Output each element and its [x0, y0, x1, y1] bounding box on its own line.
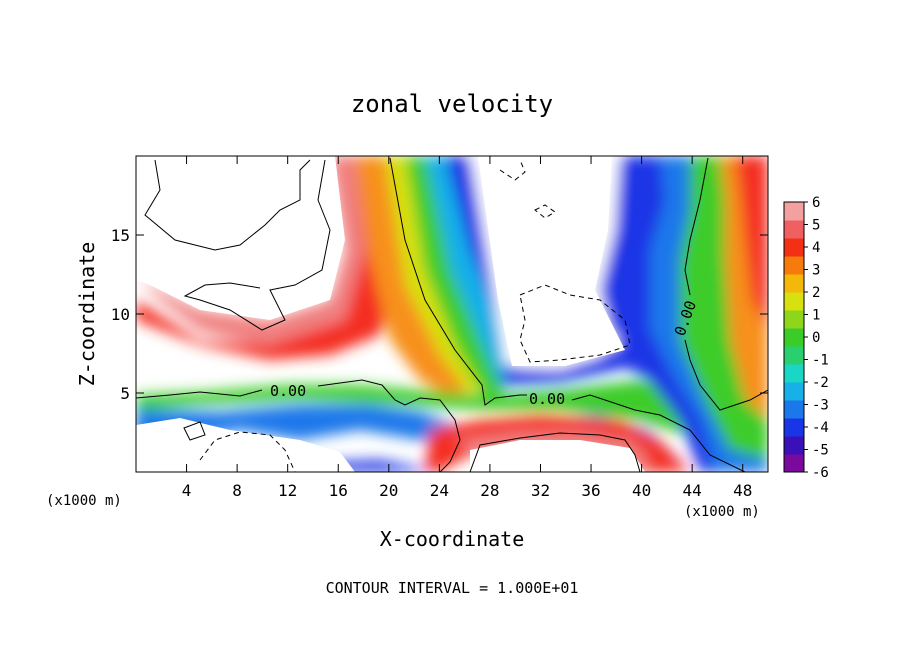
colorbar-tick-label: -3 — [812, 398, 829, 414]
colorbar-segment — [784, 256, 804, 275]
colorbar-segment — [784, 310, 804, 329]
contour-label-left: 0.00 — [270, 382, 306, 400]
x-tick-label: 12 — [278, 481, 297, 500]
colorbar: 6 5 4 3 2 1 0 -1 -2 -3 -4 -5 -6 — [783, 195, 829, 481]
colorbar-segment — [784, 292, 804, 311]
y-axis-ticks: 5 10 15 — [111, 226, 768, 403]
colorbar-segment — [784, 382, 804, 401]
x-tick-label: 44 — [683, 481, 702, 500]
colorbar-segment — [784, 454, 804, 473]
colorbar-segment — [784, 346, 804, 365]
colorbar-tick-label: 0 — [812, 330, 820, 346]
colorbar-tick-label: -1 — [812, 353, 829, 369]
x-tick-label: 8 — [232, 481, 242, 500]
y-tick-label: 10 — [111, 305, 130, 324]
x-unit-right: (x1000 m) — [684, 504, 760, 520]
colorbar-segment — [784, 400, 804, 419]
y-axis-label: Z-coordinate — [75, 242, 99, 387]
colorbar-segment — [784, 436, 804, 455]
x-tick-label: 28 — [480, 481, 499, 500]
x-tick-label: 20 — [379, 481, 398, 500]
colorbar-tick-label: 2 — [812, 285, 820, 301]
colorbar-tick-label: -4 — [812, 420, 829, 436]
colorbar-segment — [784, 220, 804, 239]
x-axis-label: X-coordinate — [380, 527, 525, 551]
colorbar-segment — [784, 328, 804, 347]
x-tick-label: 36 — [581, 481, 600, 500]
x-tick-label: 4 — [182, 481, 192, 500]
colorbar-segment — [784, 202, 804, 221]
colorbar-segment — [784, 418, 804, 437]
colorbar-tick-label: -6 — [812, 465, 829, 481]
colorbar-tick-label: -2 — [812, 375, 829, 391]
contour-interval-note: CONTOUR INTERVAL = 1.000E+01 — [326, 579, 579, 597]
y-tick-label: 15 — [111, 226, 130, 245]
colorbar-segment — [784, 238, 804, 257]
x-tick-label: 24 — [430, 481, 449, 500]
x-tick-label: 48 — [733, 481, 752, 500]
colorbar-tick-label: 5 — [812, 218, 820, 234]
y-tick-label: 5 — [120, 384, 130, 403]
x-unit-left: (x1000 m) — [46, 493, 122, 509]
contour-label-middle: 0.00 — [529, 390, 565, 408]
x-tick-label: 32 — [531, 481, 550, 500]
colorbar-tick-label: 1 — [812, 308, 820, 324]
x-axis-ticks: 4 8 12 16 20 24 28 32 36 40 44 48 — [182, 156, 752, 500]
colorbar-tick-label: 3 — [812, 263, 820, 279]
velocity-field — [136, 156, 768, 472]
colorbar-tick-label: 6 — [812, 195, 820, 211]
colorbar-segment — [784, 274, 804, 293]
colorbar-segment — [784, 364, 804, 383]
x-tick-label: 16 — [329, 481, 348, 500]
colorbar-tick-label: -5 — [812, 443, 829, 459]
chart-title: zonal velocity — [351, 90, 553, 118]
x-tick-label: 40 — [632, 481, 651, 500]
contour-lines — [136, 157, 768, 472]
colorbar-tick-label: 4 — [812, 240, 820, 256]
